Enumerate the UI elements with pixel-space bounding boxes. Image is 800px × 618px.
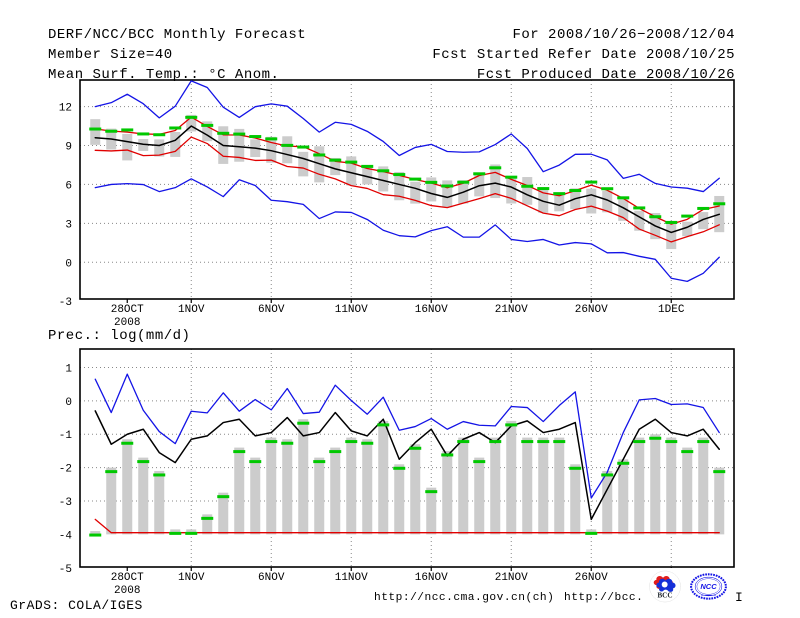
svg-text:6: 6	[65, 180, 72, 192]
svg-text:26NOV: 26NOV	[575, 572, 608, 584]
svg-text:-4: -4	[59, 530, 73, 542]
svg-text:12: 12	[59, 103, 72, 115]
svg-text:11NOV: 11NOV	[335, 572, 368, 584]
svg-text:BCC: BCC	[657, 591, 672, 599]
svg-text:0: 0	[65, 258, 72, 270]
svg-text:2008: 2008	[114, 317, 140, 329]
svg-text:21NOV: 21NOV	[495, 304, 528, 316]
svg-text:6NOV: 6NOV	[258, 304, 285, 316]
svg-text:3: 3	[65, 219, 72, 231]
svg-text:1NOV: 1NOV	[178, 572, 205, 584]
svg-text:6NOV: 6NOV	[258, 572, 285, 584]
svg-text:-5: -5	[59, 564, 72, 576]
svg-text:0: 0	[65, 397, 72, 409]
svg-text:28OCT: 28OCT	[111, 572, 144, 584]
svg-text:-2: -2	[59, 464, 72, 476]
svg-text:16NOV: 16NOV	[415, 304, 448, 316]
svg-text:-1: -1	[59, 430, 73, 442]
svg-text:9: 9	[65, 142, 72, 154]
svg-text:NCC: NCC	[700, 582, 717, 591]
svg-text:26NOV: 26NOV	[575, 304, 608, 316]
svg-text:1NOV: 1NOV	[178, 304, 205, 316]
svg-text:11NOV: 11NOV	[335, 304, 368, 316]
svg-text:-3: -3	[59, 297, 72, 309]
svg-text:16NOV: 16NOV	[415, 572, 448, 584]
svg-text:-3: -3	[59, 497, 72, 509]
svg-text:1DEC: 1DEC	[658, 304, 685, 316]
svg-text:21NOV: 21NOV	[495, 572, 528, 584]
svg-text:2008: 2008	[114, 585, 140, 597]
svg-text:28OCT: 28OCT	[111, 304, 144, 316]
svg-text:1: 1	[65, 363, 72, 375]
